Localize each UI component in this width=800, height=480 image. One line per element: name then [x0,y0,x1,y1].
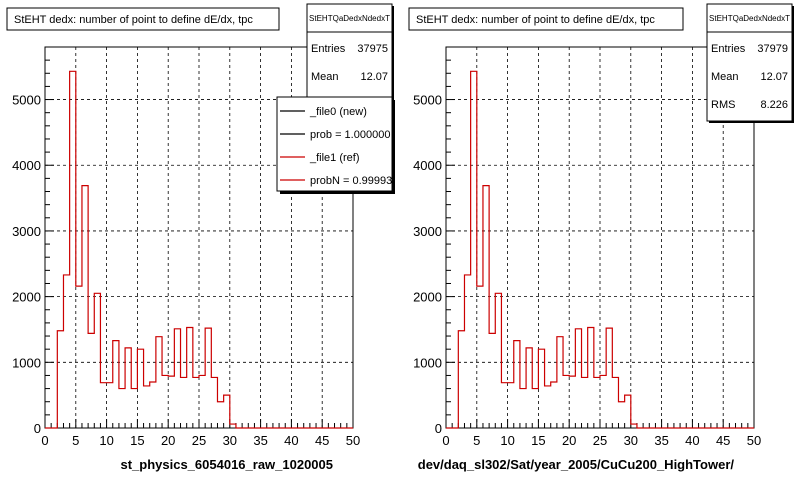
y-tick-label: 1000 [12,355,41,370]
y-tick-label: 4000 [12,158,41,173]
stats-box [706,3,793,122]
x-axis-label: dev/daq_sl302/Sat/year_2005/CuCu200_High… [418,457,735,472]
y-tick-label: 0 [34,421,41,436]
title-box [6,7,280,31]
stats-name: StEHTQaDedxNdedxT [709,14,790,23]
stats-value: 8.226 [760,99,788,111]
title-box [408,7,684,31]
y-tick-label: 1000 [413,355,442,370]
stats-label: Entries [711,43,746,55]
x-axis-label: st_physics_6054016_raw_1020005 [120,457,333,472]
x-tick-label: 45 [716,433,730,448]
y-tick-label: 5000 [12,93,41,108]
stats-label: Mean [311,71,339,83]
y-tick-label: 0 [435,421,442,436]
legend-label: _file1 (ref) [309,152,360,164]
stats-value: 37975 [357,43,388,55]
legend-box [276,96,393,192]
x-tick-label: 30 [223,433,237,448]
histogram-panel-1: 0 5 10 15 20 25 30 35 40 45 50 0 1000 2000 3000 4000 500… [6,3,395,472]
stats-value: 37979 [757,43,788,55]
chart-title: StEHT dedx: number of point to define dE… [416,14,655,26]
x-tick-label: 15 [531,433,545,448]
x-tick-label: 20 [562,433,576,448]
x-tick-label: 25 [593,433,607,448]
x-tick-label: 5 [72,433,79,448]
y-tick-label: 2000 [413,290,442,305]
stats-value: 12.07 [360,71,388,83]
x-tick-label: 50 [747,433,761,448]
stats-label: Entries [311,43,346,55]
y-tick-label: 4000 [413,158,442,173]
legend-entries: _file0 (new) prob = 1.000000 _file1 (ref) p… [280,106,392,187]
x-tick-label: 5 [473,433,480,448]
x-tick-label: 40 [685,433,699,448]
histogram-series-line [45,70,353,429]
legend-label: _file0 (new) [309,106,367,118]
y-tick-label: 5000 [413,93,442,108]
histogram-series-line [446,70,754,429]
x-tick-label: 20 [161,433,175,448]
legend-label: prob = 1.000000 [310,129,390,141]
stats-value: 12.07 [760,71,788,83]
legend-label: probN = 0.99993 [310,175,392,187]
y-tick-label: 3000 [413,224,442,239]
x-tick-label: 10 [500,433,514,448]
x-tick-label: 30 [624,433,638,448]
histogram-panel-2: 0 5 10 15 20 25 30 35 40 45 50 0 1000 2000 3000 4000 500… [408,3,794,472]
x-tick-label: 50 [346,433,360,448]
y-tick-label: 3000 [12,224,41,239]
stats-box [306,3,393,102]
x-tick-label: 35 [253,433,267,448]
chart-title: StEHT dedx: number of point to define dE… [14,14,253,26]
stats-label: Mean [711,71,739,83]
x-tick-label: 15 [130,433,144,448]
stats-name: StEHTQaDedxNdedxT [309,14,390,23]
x-tick-label: 0 [41,433,48,448]
stats-label: RMS [711,99,735,111]
x-tick-label: 35 [654,433,668,448]
x-tick-label: 45 [315,433,329,448]
x-tick-label: 10 [99,433,113,448]
y-tick-label: 2000 [12,290,41,305]
x-tick-label: 0 [442,433,449,448]
x-tick-label: 40 [284,433,298,448]
x-tick-label: 25 [192,433,206,448]
